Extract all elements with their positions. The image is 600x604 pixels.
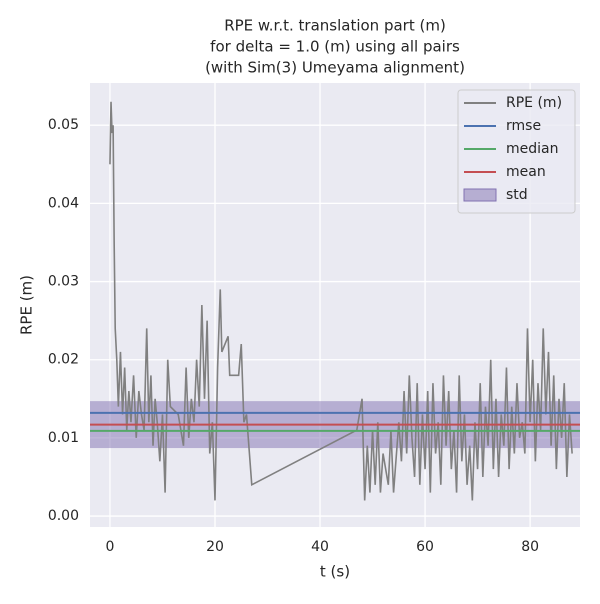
y-tick-label: 0.05 [48, 117, 79, 133]
y-tick-label: 0.04 [48, 195, 79, 211]
legend-label: mean [506, 164, 546, 180]
chart-title: RPE w.r.t. translation part (m) [224, 17, 446, 35]
legend-label: RPE (m) [506, 95, 562, 111]
y-tick-label: 0.02 [48, 352, 79, 368]
legend-label: median [506, 141, 558, 157]
x-tick-label: 0 [105, 539, 114, 555]
y-tick-label: 0.03 [48, 274, 79, 290]
plot-group [90, 101, 580, 501]
x-tick-label: 20 [206, 539, 224, 555]
x-tick-label: 60 [416, 539, 434, 555]
chart-title: for delta = 1.0 (m) using all pairs [210, 38, 460, 56]
x-tick-label: 80 [521, 539, 539, 555]
chart-title: (with Sim(3) Umeyama alignment) [205, 59, 465, 77]
x-axis-label: t (s) [320, 563, 350, 581]
legend-box [457, 89, 576, 214]
legend-swatch [463, 188, 497, 202]
legend-label: std [506, 187, 528, 203]
y-tick-label: 0.00 [48, 508, 79, 524]
x-tick-label: 40 [311, 539, 329, 555]
data-line [109, 101, 573, 501]
y-tick-label: 0.01 [48, 430, 79, 446]
y-axis-label: RPE (m) [18, 275, 36, 335]
legend-label: rmse [506, 118, 541, 134]
